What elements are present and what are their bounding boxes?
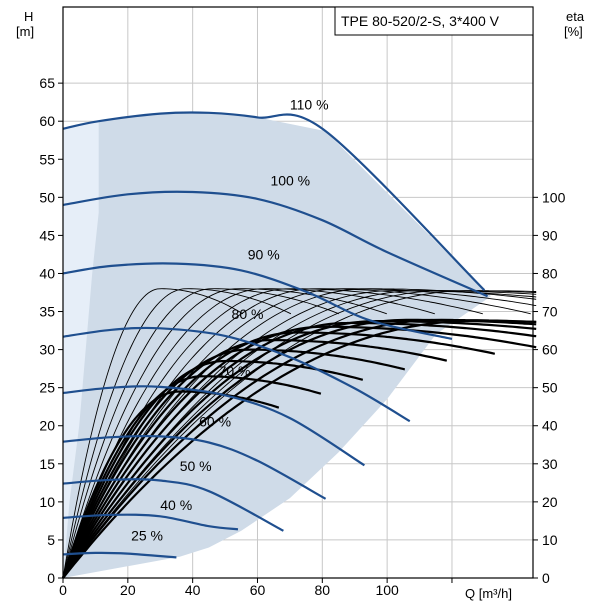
plot-frame xyxy=(62,6,534,579)
eta-curve-bold xyxy=(62,319,537,579)
curve-label: 80 % xyxy=(232,306,264,322)
y-right-tick-label: 90 xyxy=(542,227,558,243)
tick-labels: 0 5 10 15 20 25 30 35 40 45 50 55 60 65 0 10 20 30 40 50 60 7… xyxy=(39,75,565,598)
head-curve xyxy=(62,551,177,559)
y-right-tick-label: 50 xyxy=(542,380,558,396)
y-left-tick-label: 5 xyxy=(47,532,55,548)
y-left-tick-label: 0 xyxy=(47,570,55,586)
eta-curve-bold xyxy=(62,319,537,579)
head-curve xyxy=(62,478,284,532)
eta-curve-bold xyxy=(61,359,364,579)
head-curve xyxy=(62,385,365,467)
y-left-tick-label: 60 xyxy=(39,113,55,129)
y-left-tick-label: 40 xyxy=(39,265,55,281)
y-left-tick-label: 25 xyxy=(39,380,55,396)
y-right-tick-label: 10 xyxy=(542,532,558,548)
curve-label: 90 % xyxy=(248,247,280,263)
head-curve xyxy=(62,111,486,291)
eta-curve xyxy=(62,288,339,579)
x-tick-label: 80 xyxy=(315,582,331,598)
head-curve xyxy=(62,262,453,340)
y-left-tick-label: 50 xyxy=(39,189,55,205)
curve-label: 100 % xyxy=(270,173,310,189)
title-box: TPE 80-520/2-S, 3*400 V xyxy=(334,6,534,36)
y-right-tick-label: 80 xyxy=(542,265,558,281)
head-curve xyxy=(62,190,489,298)
x-tick-label: 40 xyxy=(185,582,201,598)
efficiency-curves xyxy=(61,288,537,579)
y-right-tick-label: 0 xyxy=(542,570,550,586)
curve-label: 60 % xyxy=(199,413,231,429)
y-left-label-line1: H xyxy=(24,9,33,24)
eta-curve xyxy=(62,288,292,579)
curve-label: 25 % xyxy=(131,528,163,544)
x-tick-label: 100 xyxy=(375,582,399,598)
eta-curve-bold xyxy=(61,375,322,579)
y-right-tick-label: 40 xyxy=(542,418,558,434)
axes xyxy=(58,82,538,583)
eta-curve xyxy=(62,288,387,579)
x-tick-label: 0 xyxy=(59,582,67,598)
x-tick-label: 20 xyxy=(120,582,136,598)
head-curve xyxy=(62,513,239,531)
eta-curve-bold xyxy=(62,325,537,579)
y-left-tick-label: 35 xyxy=(39,304,55,320)
y-right-tick-label: 30 xyxy=(542,456,558,472)
head-curves: 110 % 100 % 90 % 80 % 70 % 60 % 50 % 40 % 25 % xyxy=(62,97,489,559)
y-right-tick-label: 60 xyxy=(542,342,558,358)
x-axis-label: Q [m³/h] xyxy=(465,586,512,601)
chart-title: TPE 80-520/2-S, 3*400 V xyxy=(341,13,500,29)
y-left-label-line2: [m] xyxy=(16,24,34,39)
head-curve xyxy=(62,434,327,500)
y-left-tick-label: 55 xyxy=(39,151,55,167)
y-right-label-line2: [%] xyxy=(564,24,583,39)
min-speed-area xyxy=(63,121,99,578)
y-left-tick-label: 15 xyxy=(39,456,55,472)
x-tick-label: 60 xyxy=(250,582,266,598)
y-right-label-line1: eta xyxy=(566,9,585,24)
y-right-tick-label: 100 xyxy=(542,189,566,205)
curve-label: 110 % xyxy=(290,97,329,113)
eta-curve xyxy=(62,288,435,579)
y-left-tick-label: 10 xyxy=(39,494,55,510)
y-right-tick-label: 70 xyxy=(542,304,558,320)
y-right-tick-label: 20 xyxy=(542,494,558,510)
curve-label: 40 % xyxy=(160,497,192,513)
y-left-tick-label: 45 xyxy=(39,227,55,243)
head-curve xyxy=(62,326,411,423)
y-left-tick-label: 20 xyxy=(39,418,55,434)
eta-curve-bold xyxy=(62,321,537,579)
curve-label: 70 % xyxy=(219,363,251,379)
y-left-tick-label: 30 xyxy=(39,342,55,358)
eta-curve xyxy=(62,288,244,579)
y-left-tick-label: 65 xyxy=(39,75,55,91)
curve-label: 50 % xyxy=(180,458,212,474)
